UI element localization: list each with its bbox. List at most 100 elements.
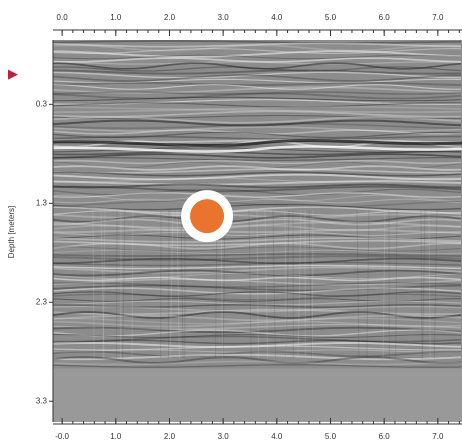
- strong-reflector: [52, 138, 462, 148]
- reflection: [52, 237, 462, 243]
- reflection: [52, 249, 462, 255]
- reflection: [52, 206, 462, 214]
- reflection: [52, 185, 462, 193]
- reflection: [53, 334, 462, 338]
- lower-region: [53, 368, 462, 422]
- hyperbola-trace: [180, 209, 184, 359]
- x-tick-label: 3.0: [218, 432, 230, 441]
- x-tick-label: 5.0: [325, 432, 337, 441]
- hyperbola-trace: [102, 209, 106, 359]
- reflection: [52, 282, 462, 288]
- reflection: [53, 108, 462, 114]
- reflection: [52, 61, 462, 65]
- reflection: [52, 293, 462, 301]
- reflection: [52, 234, 462, 240]
- hyperbola-trace: [100, 209, 105, 359]
- hyperbola-trace: [428, 209, 431, 359]
- reflection: [52, 173, 462, 181]
- reflection: [53, 96, 462, 102]
- reflection: [52, 323, 462, 331]
- reflection: [52, 349, 462, 353]
- x-tick-label: 4.0: [271, 432, 283, 441]
- y-tick-label: 3.3: [36, 396, 48, 405]
- reflection: [52, 364, 462, 368]
- target-marker: [190, 199, 225, 234]
- hyperbola-trace: [297, 209, 302, 359]
- reflection: [52, 165, 462, 171]
- reflection: [53, 218, 462, 226]
- reflection: [52, 54, 462, 60]
- reflection: [52, 44, 462, 52]
- hyperbola-trace: [131, 209, 134, 359]
- reflection: [52, 266, 462, 274]
- hyperbola-trace: [248, 209, 252, 359]
- reflection: [52, 159, 462, 165]
- reflection: [53, 335, 462, 343]
- reflection: [52, 305, 462, 313]
- reflection: [52, 145, 462, 149]
- reflection: [52, 300, 462, 306]
- hyperbola-trace: [420, 209, 423, 359]
- x-tick-label: 3.0: [218, 13, 230, 22]
- reflection: [52, 269, 462, 277]
- reflection: [52, 66, 462, 72]
- y-tick-label: 2.3: [36, 297, 48, 306]
- reflection: [52, 232, 462, 236]
- reflection: [52, 57, 462, 63]
- x-tick-label: 6.0: [379, 432, 391, 441]
- strong-reflector: [52, 145, 462, 153]
- reflection: [52, 298, 461, 302]
- reflection: [52, 119, 462, 127]
- reflection: [52, 356, 462, 364]
- reflection: [52, 224, 462, 232]
- reflection: [52, 284, 462, 292]
- reflection: [52, 326, 462, 334]
- reflection: [52, 320, 462, 328]
- reflection: [52, 278, 462, 286]
- reflection: [52, 360, 462, 366]
- reflection: [52, 135, 461, 141]
- reflection: [53, 106, 462, 110]
- reflection: [52, 255, 462, 261]
- reflection: [52, 116, 462, 124]
- reflection: [52, 131, 462, 139]
- reflection: [52, 122, 462, 130]
- reflection: [52, 92, 462, 100]
- x-tick-label: 2.0: [164, 432, 176, 441]
- reflection: [52, 261, 462, 267]
- reflection: [52, 350, 462, 358]
- reflection: [52, 242, 462, 250]
- reflection: [52, 345, 461, 351]
- hyperbola-trace: [284, 209, 287, 359]
- hyperbola-trace: [433, 209, 438, 359]
- reflection: [52, 198, 462, 204]
- reflection: [52, 353, 462, 361]
- hyperbola-trace: [356, 209, 360, 359]
- reflection: [52, 110, 461, 118]
- y-axis-label: Depth [meters]: [7, 206, 16, 258]
- reflection: [52, 168, 461, 174]
- x-tick-label: 6.0: [379, 13, 391, 22]
- reflection: [52, 228, 461, 234]
- reflection: [52, 91, 462, 95]
- reflection: [52, 129, 462, 135]
- reflection: [52, 40, 462, 44]
- reflection: [52, 210, 462, 216]
- reflection: [52, 114, 462, 120]
- reflection: [52, 188, 462, 196]
- reflection: [52, 194, 461, 202]
- hyperbola-trace: [308, 209, 313, 359]
- reflection: [52, 153, 462, 159]
- radar-image: [52, 40, 462, 422]
- reflection: [52, 339, 462, 345]
- hyperbola-trace: [256, 209, 259, 359]
- x-tick-label: 4.0: [271, 13, 283, 22]
- y-tick-label: 1.3: [36, 198, 48, 207]
- reflection: [52, 200, 462, 208]
- reflection: [52, 221, 462, 229]
- hyperbola-trace: [285, 209, 290, 359]
- reflection: [52, 287, 462, 295]
- reflection: [52, 192, 462, 198]
- reflection: [52, 203, 462, 211]
- hyperbola-trace: [176, 209, 180, 359]
